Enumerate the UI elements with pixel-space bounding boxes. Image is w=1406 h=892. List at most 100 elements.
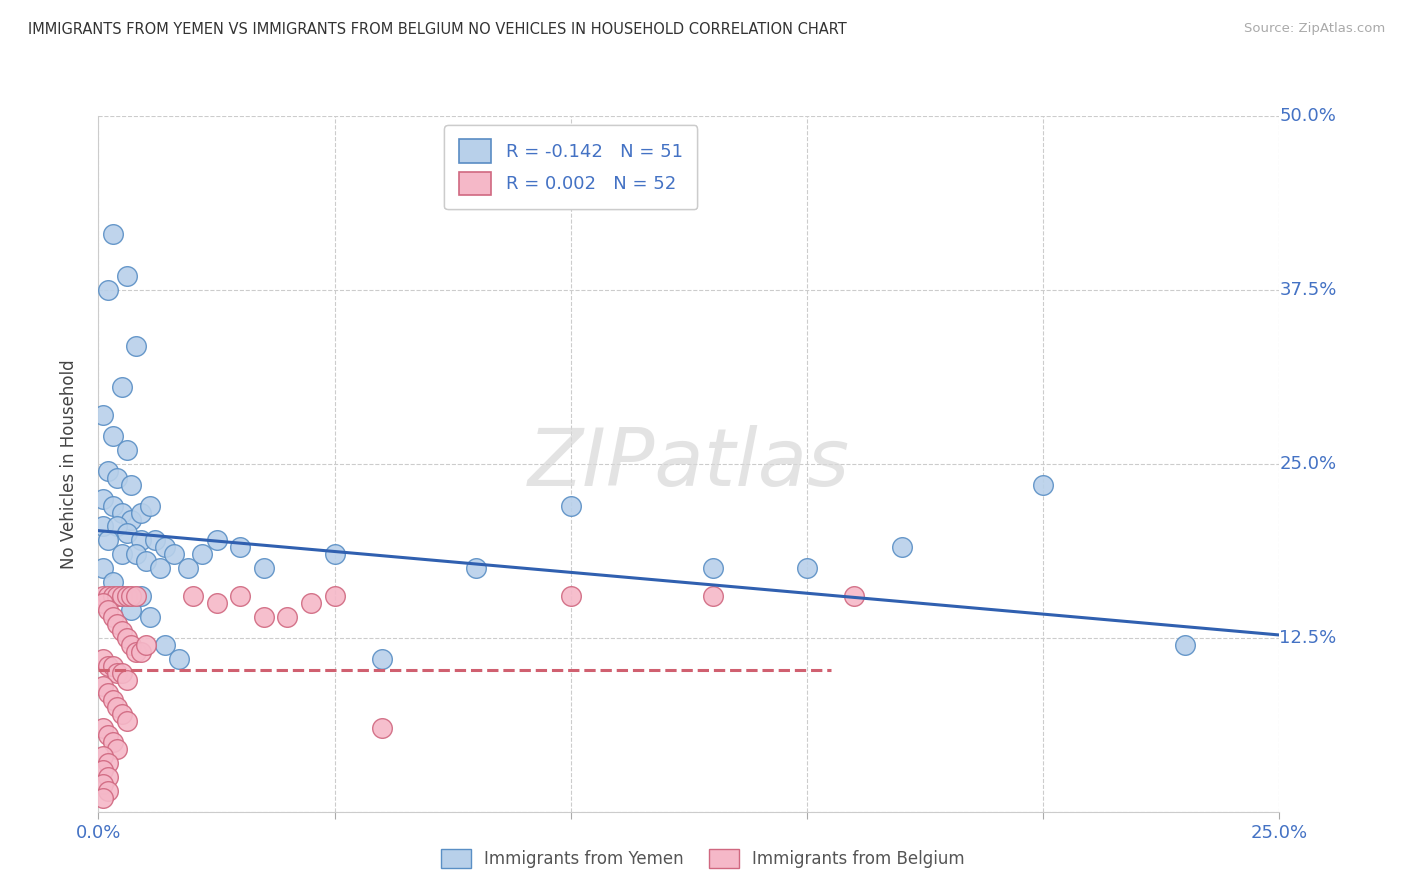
Point [129, 645, 152, 659]
Text: Source: ZipAtlas.com: Source: ZipAtlas.com [1244, 22, 1385, 36]
Point [149, 561, 172, 575]
Point [115, 631, 138, 645]
Point [125, 589, 148, 603]
Point [560, 589, 582, 603]
Text: 25.0%: 25.0% [1279, 455, 1337, 473]
Point [129, 506, 152, 520]
Point [111, 380, 134, 394]
Point [105, 471, 128, 485]
Point [91, 777, 114, 791]
Point [97, 603, 120, 617]
Text: IMMIGRANTS FROM YEMEN VS IMMIGRANTS FROM BELGIUM NO VEHICLES IN HOUSEHOLD CORREL: IMMIGRANTS FROM YEMEN VS IMMIGRANTS FROM… [28, 22, 846, 37]
Point [105, 742, 128, 756]
Point [253, 561, 276, 575]
Point [139, 499, 162, 513]
Point [97, 728, 120, 742]
Point [101, 575, 124, 590]
Point [111, 665, 134, 680]
Point [111, 589, 134, 603]
Point [253, 610, 276, 624]
Point [1174, 638, 1197, 652]
Point [91, 721, 114, 735]
Point [97, 283, 120, 297]
Point [121, 589, 143, 603]
Point [105, 616, 128, 631]
Point [91, 491, 114, 506]
Point [153, 541, 176, 555]
Text: 50.0%: 50.0% [1279, 107, 1336, 125]
Text: ZIPatlas: ZIPatlas [527, 425, 851, 503]
Point [121, 638, 143, 652]
Point [105, 665, 128, 680]
Point [97, 589, 120, 603]
Point [115, 714, 138, 729]
Point [91, 651, 114, 665]
Point [702, 589, 724, 603]
Point [101, 227, 124, 242]
Point [121, 603, 143, 617]
Legend: Immigrants from Yemen, Immigrants from Belgium: Immigrants from Yemen, Immigrants from B… [434, 842, 972, 875]
Point [163, 547, 186, 561]
Point [115, 589, 138, 603]
Point [129, 589, 152, 603]
Point [101, 610, 124, 624]
Point [125, 547, 148, 561]
Point [125, 645, 148, 659]
Point [465, 561, 488, 575]
Point [121, 512, 143, 526]
Point [702, 561, 724, 575]
Point [560, 499, 582, 513]
Point [111, 506, 134, 520]
Point [97, 464, 120, 478]
Point [371, 651, 394, 665]
Point [101, 735, 124, 749]
Point [153, 638, 176, 652]
Point [111, 589, 134, 603]
Point [1032, 477, 1054, 491]
Point [91, 790, 114, 805]
Point [139, 610, 162, 624]
Point [91, 596, 114, 610]
Point [143, 533, 166, 548]
Point [97, 686, 120, 700]
Point [115, 442, 138, 457]
Point [91, 408, 114, 422]
Point [299, 596, 322, 610]
Point [323, 589, 346, 603]
Point [111, 624, 134, 638]
Point [91, 763, 114, 777]
Point [205, 533, 228, 548]
Point [115, 673, 138, 687]
Point [115, 268, 138, 283]
Point [97, 756, 120, 770]
Point [229, 589, 252, 603]
Point [177, 561, 200, 575]
Point [125, 338, 148, 352]
Point [229, 541, 252, 555]
Point [135, 554, 157, 568]
Point [796, 561, 818, 575]
Point [101, 589, 124, 603]
Point [105, 519, 128, 533]
Text: 37.5%: 37.5% [1279, 281, 1337, 299]
Point [101, 429, 124, 443]
Point [129, 533, 152, 548]
Point [276, 610, 298, 624]
Point [91, 589, 114, 603]
Point [111, 547, 134, 561]
Y-axis label: No Vehicles in Household: No Vehicles in Household [59, 359, 77, 569]
Point [205, 596, 228, 610]
Point [97, 784, 120, 798]
Point [91, 680, 114, 694]
Point [191, 547, 214, 561]
Point [115, 526, 138, 541]
Point [91, 561, 114, 575]
Point [101, 499, 124, 513]
Text: 12.5%: 12.5% [1279, 629, 1337, 647]
Point [323, 547, 346, 561]
Point [91, 749, 114, 764]
Point [105, 589, 128, 603]
Point [121, 477, 143, 491]
Point [97, 658, 120, 673]
Point [890, 541, 912, 555]
